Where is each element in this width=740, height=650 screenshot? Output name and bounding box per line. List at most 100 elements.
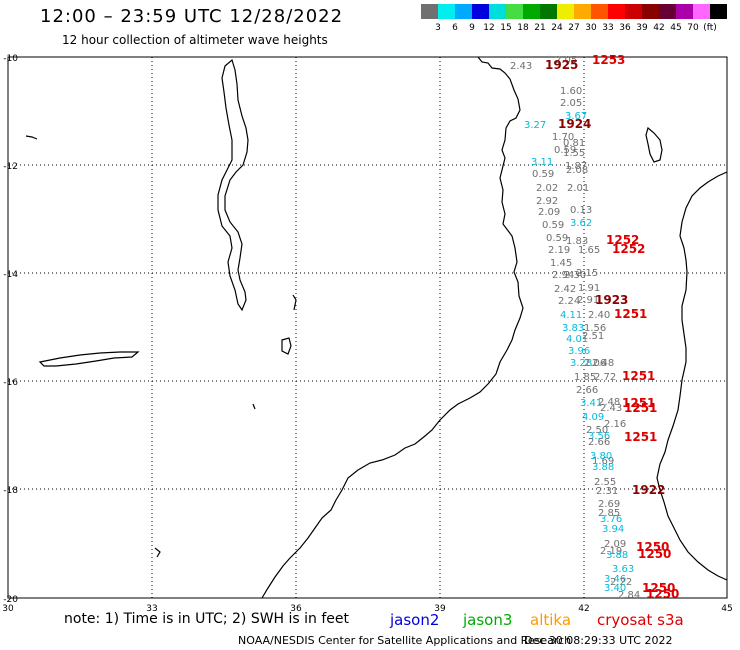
wave-height-label: 2.66	[588, 437, 610, 448]
wave-height-label: 2.84	[618, 590, 640, 601]
map-frame	[7, 56, 728, 599]
wave-height-label: 3.88	[606, 550, 628, 561]
legend-label: 24	[551, 23, 563, 33]
pass-time-label: 1250	[638, 547, 671, 561]
wave-height-label: 3.27	[524, 120, 546, 131]
pass-time-label: 1250	[636, 540, 669, 554]
wave-height-label: 2.85	[598, 508, 620, 519]
madagascar-coastline	[656, 171, 728, 581]
wave-height-label: 2.19	[548, 245, 570, 256]
wave-height-label: 2.94	[552, 270, 574, 281]
wave-height-label: 1.55	[563, 148, 585, 159]
wave-height-label: 2.51	[582, 331, 604, 342]
wave-height-label: 2.50	[586, 425, 608, 436]
wave-height-label: 2.09	[538, 207, 560, 218]
wave-height-label: 2.91	[577, 295, 599, 306]
pass-time-label: 1253	[592, 53, 625, 67]
legend-swatch	[659, 4, 676, 19]
legend-swatch	[523, 4, 540, 19]
wave-height-label: 1.45	[550, 258, 572, 269]
wave-height-label: 3.11	[531, 157, 553, 168]
small-island-3	[154, 547, 161, 558]
legend-label: 6	[452, 23, 458, 33]
wave-height-label: 3.80	[590, 451, 612, 462]
legend-swatch	[506, 4, 523, 19]
wave-height-label: 2.01	[567, 183, 589, 194]
wave-height-label: 0.59	[532, 169, 554, 180]
lon-label: 42	[578, 604, 589, 614]
wave-height-label: 3.40	[604, 583, 626, 594]
legend-label: 36	[619, 23, 631, 33]
legend-swatch	[693, 4, 710, 19]
lon-label: 30	[2, 604, 14, 614]
wave-height-label: 2.40	[588, 310, 610, 321]
lake-chilwa-outline	[281, 337, 292, 355]
pass-time-label: 1251	[614, 307, 647, 321]
legend-label: 33	[602, 23, 614, 33]
lat-label: -20	[3, 595, 18, 605]
legend-swatch	[438, 4, 455, 19]
page-title: 12:00 – 23:59 UTC 12/28/2022	[40, 6, 344, 27]
wave-height-label: 2.42	[554, 284, 576, 295]
legend-label: 3	[435, 23, 441, 33]
wave-height-label: 3.76	[600, 514, 622, 525]
legend-swatch	[591, 4, 608, 19]
legend-swatch	[574, 4, 591, 19]
legend-swatch	[472, 4, 489, 19]
lat-label: -10	[3, 54, 18, 64]
legend-swatch	[710, 4, 727, 19]
wave-height-label: 3.63	[612, 564, 634, 575]
small-island-1	[25, 135, 38, 140]
legend-label: 45	[670, 23, 682, 33]
pass-time-label: 1251	[624, 430, 657, 444]
lake-malawi-outline	[217, 58, 249, 312]
wave-height-label: 1.85	[574, 372, 596, 383]
pass-time-label: 1923	[595, 293, 628, 307]
wave-height-label: 2.05	[560, 98, 582, 109]
lat-label: -12	[3, 162, 18, 172]
wave-height-label: 4.01	[566, 334, 588, 345]
legend-label: 30	[585, 23, 597, 33]
wave-height-label: 2.02	[536, 183, 558, 194]
lat-label: -18	[3, 486, 18, 496]
legend-label: 39	[636, 23, 648, 33]
wave-height-label: 2.22	[610, 577, 632, 588]
wave-height-label: 2.15	[576, 268, 598, 279]
legend-label: (ft)	[703, 23, 717, 33]
wave-height-label: 2.24	[558, 296, 580, 307]
small-island-2	[292, 294, 297, 311]
wave-height-label: 3.94	[602, 524, 624, 535]
legend-label: 12	[483, 23, 495, 33]
wave-height-label: 1.91	[578, 283, 600, 294]
legend-swatch	[642, 4, 659, 19]
wave-height-label: 2.48	[592, 358, 614, 369]
footer-credit: NOAA/NESDIS Center for Satellite Applica…	[238, 634, 572, 647]
wave-height-label: 2.43	[510, 61, 532, 72]
comoros-island	[645, 126, 663, 163]
wave-height-label: 2.72	[594, 372, 616, 383]
wave-height-label: 0.13	[570, 205, 592, 216]
satellite-name: cryosat s3a	[597, 611, 684, 629]
wave-height-label: 0.59	[546, 233, 568, 244]
page-subtitle: 12 hour collection of altimeter wave hei…	[62, 33, 328, 47]
wave-height-label: 4.09	[582, 412, 604, 423]
pass-time-label: 1925	[545, 58, 578, 72]
satellite-name: jason3	[463, 611, 513, 629]
lon-label: 39	[434, 604, 446, 614]
satellite-name: altika	[530, 611, 572, 629]
wave-height-label: 2.08	[566, 165, 588, 176]
pass-time-label: 1252	[612, 242, 645, 256]
wave-height-label: 3.46	[604, 574, 626, 585]
wave-height-label: 1.60	[560, 86, 582, 97]
wave-height-label: 3.83	[562, 323, 584, 334]
wave-height-label: 0.81	[563, 138, 585, 149]
lat-label: -16	[3, 378, 18, 388]
wave-height-label: 2.48	[598, 397, 620, 408]
legend-label: 42	[653, 23, 665, 33]
small-island-4	[252, 403, 256, 410]
wave-height-label: 0.59	[542, 220, 564, 231]
legend-label: 21	[534, 23, 546, 33]
legend-label: 18	[517, 23, 529, 33]
